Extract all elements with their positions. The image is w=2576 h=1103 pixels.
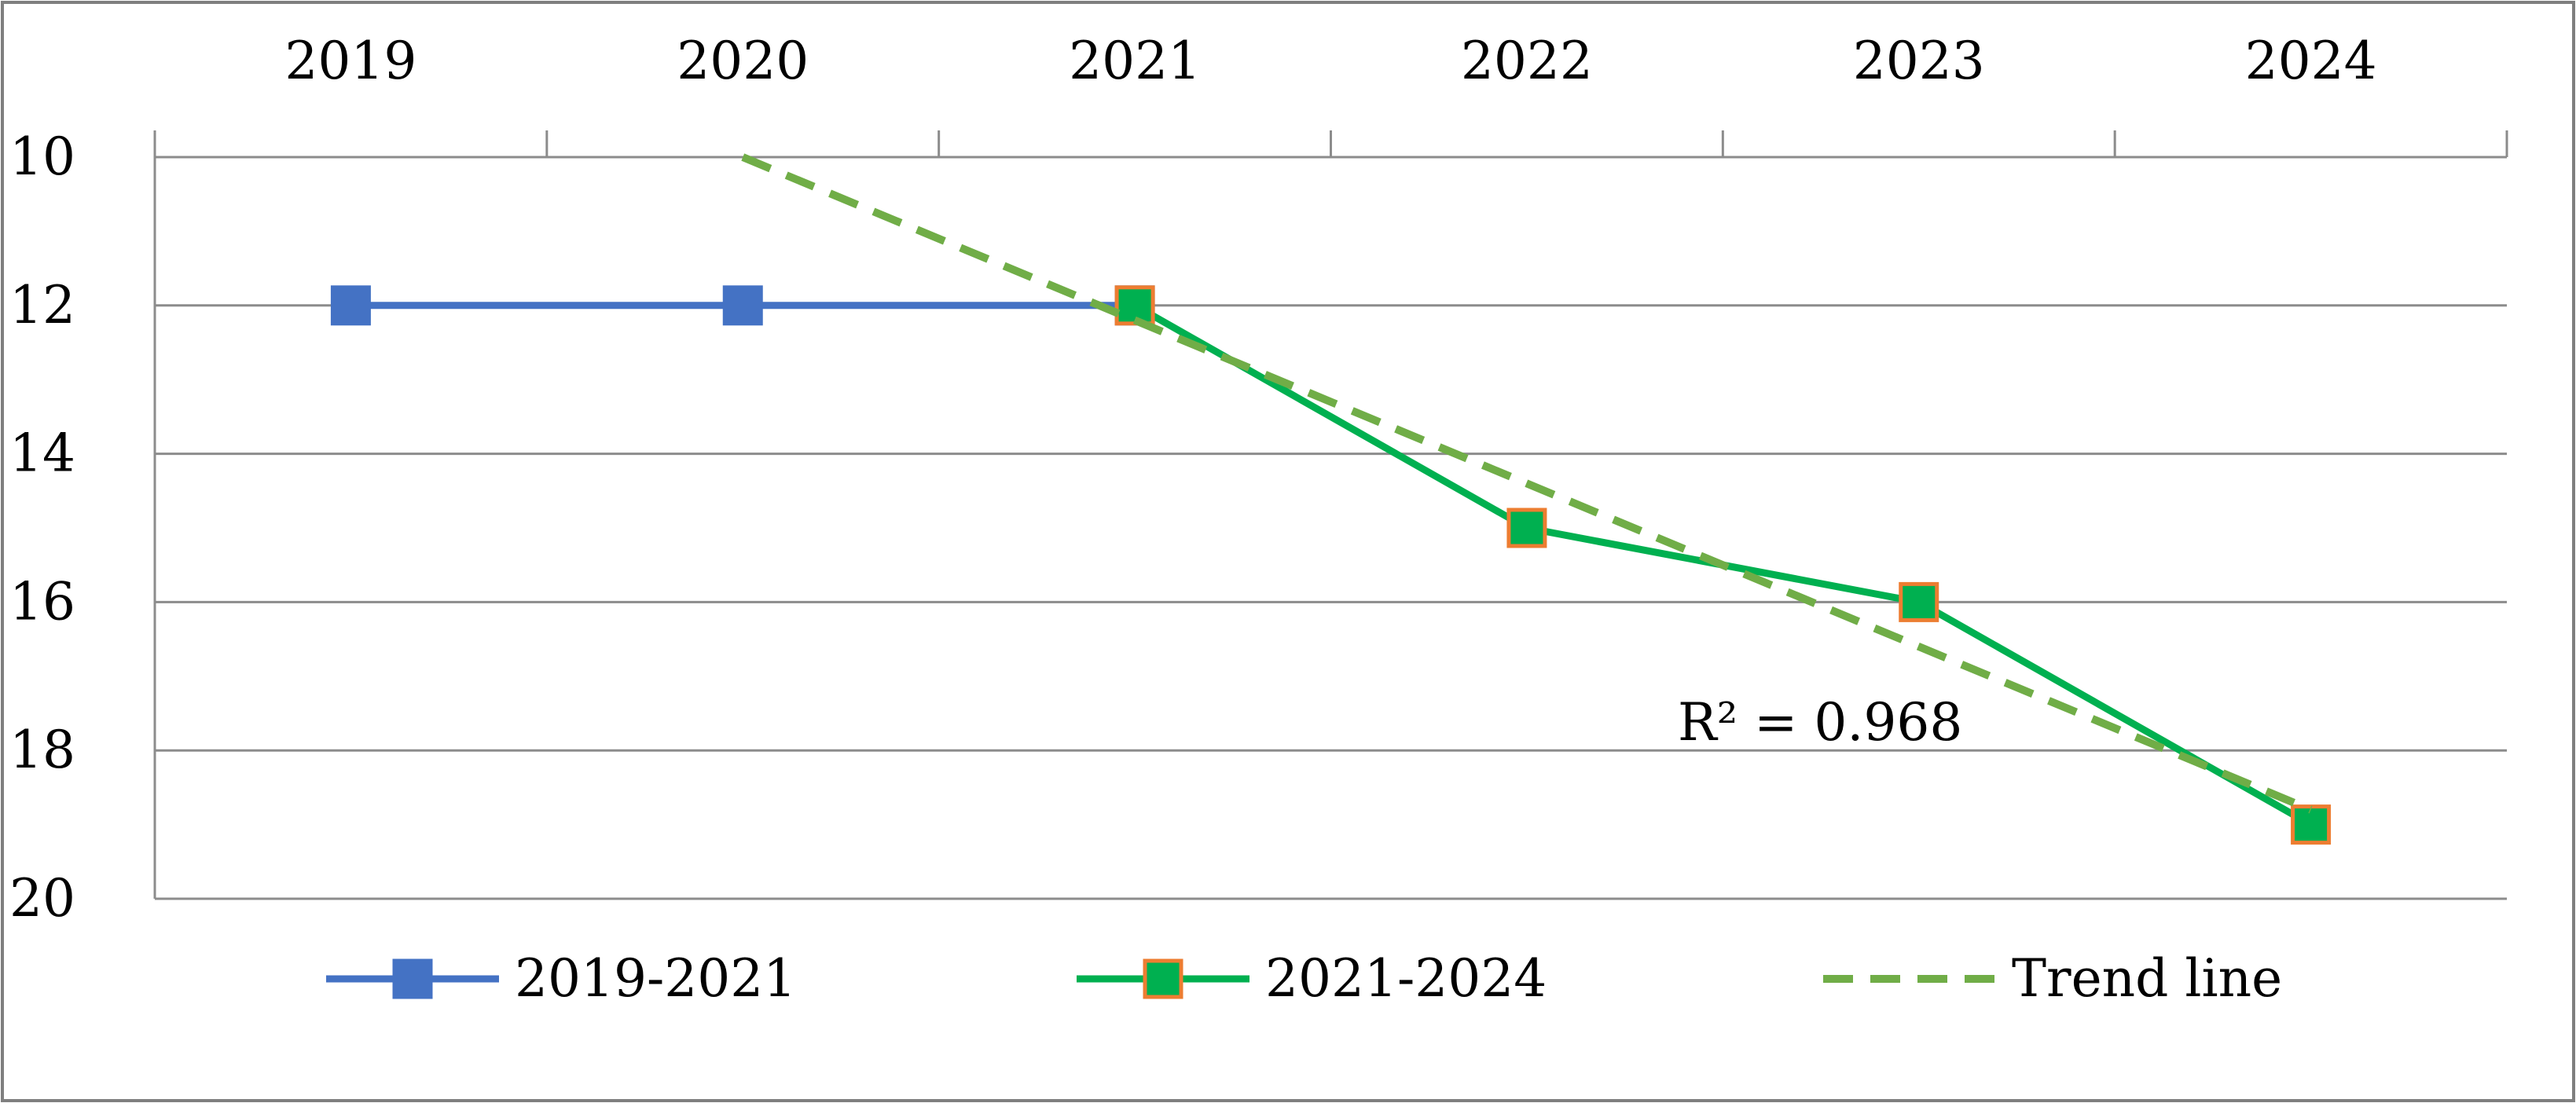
- x-tick-label-2020: 2020: [677, 31, 809, 91]
- x-tick-label-2019: 2019: [284, 31, 416, 91]
- y-tick-label-12: 12: [9, 275, 75, 335]
- y-tick-label-16: 16: [9, 571, 75, 632]
- series-trend-line: [741, 153, 2313, 814]
- legend-swatch-marker: [1143, 958, 1183, 999]
- point-2021-2024-2023: [1899, 581, 1939, 622]
- point-2019-2021-2019: [330, 285, 371, 326]
- point-2019-2021-2020: [722, 285, 763, 326]
- point-2021-2024-2024: [2291, 804, 2332, 845]
- legend-label: 2019-2021: [515, 948, 796, 1009]
- y-tick-label-20: 20: [9, 868, 75, 929]
- x-tick-label-2022: 2022: [1461, 31, 1593, 91]
- series-layer: [330, 153, 2332, 845]
- axes: [153, 130, 2508, 899]
- legend-label: 2021-2024: [1265, 948, 1547, 1009]
- y-tick-label-10: 10: [9, 126, 75, 187]
- y-tick-label-14: 14: [9, 423, 75, 484]
- legend-item-trend-line: Trend line: [1823, 948, 2282, 1009]
- y-tick-label-18: 18: [9, 720, 75, 780]
- annotation-r-squared: R² = 0.968: [1678, 692, 1962, 753]
- x-tick-label-2024: 2024: [2245, 31, 2377, 91]
- legend: 2019-2021 2021-2024 Trend line: [326, 948, 2282, 1009]
- legend-item-2019-2021: 2019-2021: [326, 948, 796, 1009]
- series-line-trend-line: [741, 153, 2313, 814]
- legend-label: Trend line: [2012, 948, 2282, 1009]
- x-tick-label-2023: 2023: [1853, 31, 1985, 91]
- legend-swatch-marker: [392, 958, 433, 999]
- legend-item-2021-2024: 2021-2024: [1077, 948, 1547, 1009]
- tick-labels: 10 12 14 16 18 20 2019 2020 2021 2022 2023 2024: [9, 31, 2377, 929]
- point-2021-2024-2021: [1114, 285, 1155, 326]
- annotations: R² = 0.968: [1678, 692, 1962, 753]
- point-2021-2024-2022: [1506, 508, 1547, 548]
- x-tick-label-2021: 2021: [1069, 31, 1201, 91]
